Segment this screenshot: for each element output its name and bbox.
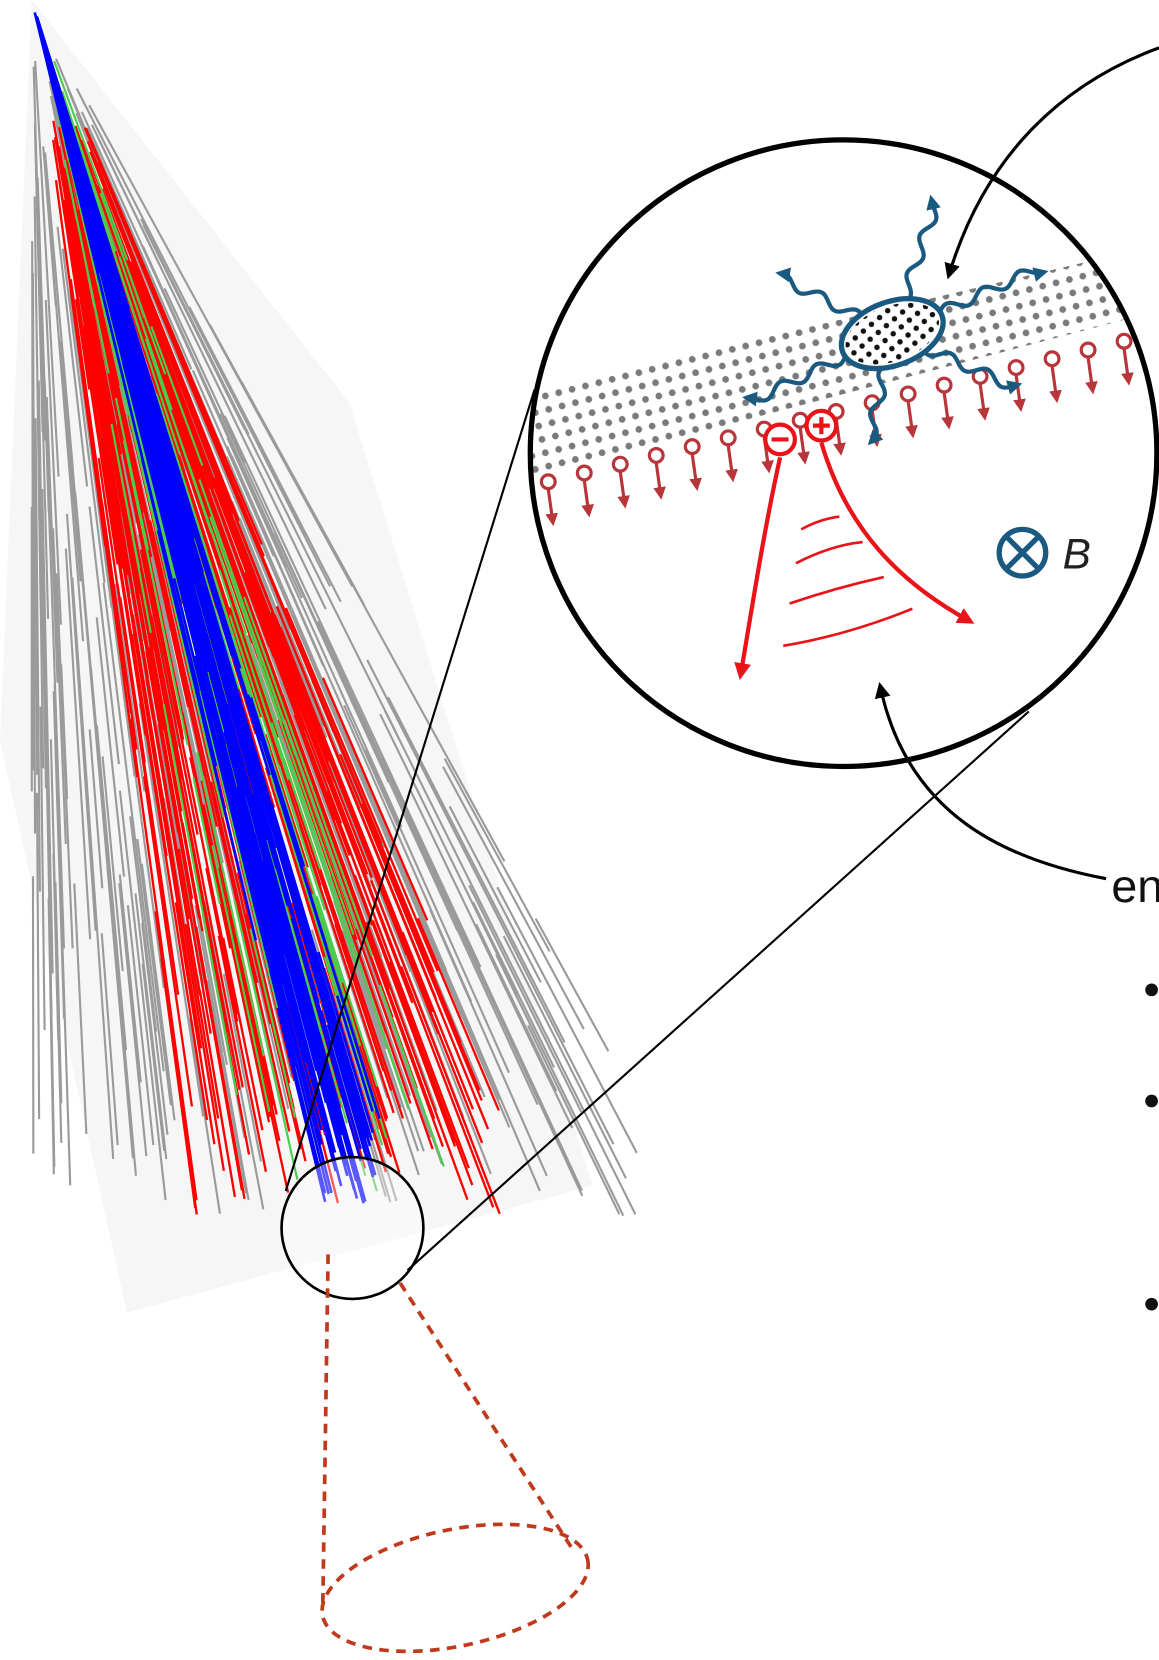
dipole-head (901, 387, 915, 401)
dipole-head (685, 440, 699, 454)
dipole-head (1081, 343, 1095, 357)
b-field-label: B (1063, 531, 1091, 578)
page: B en (() => { const data = JSON.parse(do… (0, 0, 1159, 1660)
dipole-head (649, 449, 663, 463)
dipole-head (613, 457, 627, 471)
dipole-head (1117, 334, 1131, 348)
electron (765, 425, 795, 455)
zoom-circle (282, 1157, 424, 1299)
dipole-head (937, 378, 951, 392)
dipole-head (1009, 361, 1023, 375)
positron (807, 411, 837, 441)
ground-cone (311, 1254, 600, 1660)
dipole-head (721, 431, 735, 445)
emission-label: en (1111, 860, 1159, 912)
dipole-head (541, 475, 555, 489)
diagram: B en (0, 0, 1159, 1660)
bullets (1145, 983, 1158, 1310)
dipole-head (577, 466, 591, 480)
dipole-head (1045, 352, 1059, 366)
